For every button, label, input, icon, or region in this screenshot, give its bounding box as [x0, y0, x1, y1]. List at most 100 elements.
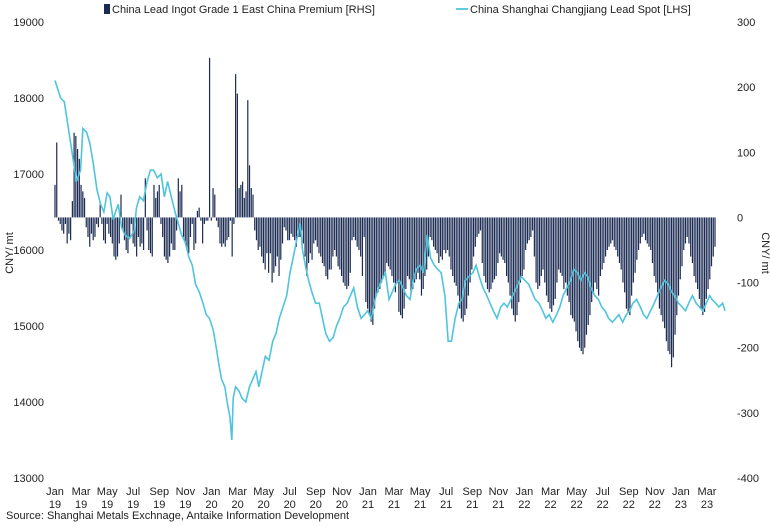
premium-bar — [443, 217, 445, 250]
premium-bar — [637, 217, 640, 250]
premium-bar — [375, 217, 377, 296]
premium-bar — [247, 100, 249, 218]
premium-bar — [396, 217, 398, 283]
premium-bar — [269, 217, 271, 254]
premium-bar — [697, 217, 699, 290]
premium-bar — [127, 217, 129, 254]
premium-bar — [149, 217, 152, 254]
premium-bar — [653, 217, 655, 277]
premium-bar — [142, 217, 145, 250]
premium-bar — [280, 217, 282, 260]
premium-bar — [66, 217, 68, 244]
premium-bar — [207, 217, 209, 221]
premium-bar — [231, 217, 233, 257]
x-tick-label: May — [253, 486, 274, 498]
premium-bar — [446, 217, 449, 250]
premium-bar — [109, 217, 112, 237]
premium-bar — [373, 217, 376, 309]
premium-bar — [228, 217, 230, 237]
x-tick-label: Mar — [385, 486, 404, 498]
premium-bar — [120, 194, 122, 218]
premium-bar — [660, 217, 662, 316]
premium-bar — [615, 217, 617, 250]
x-tick-label: 19 — [153, 499, 165, 510]
spot-price-line — [54, 80, 726, 441]
x-tick-label: 23 — [675, 499, 687, 510]
premium-bar — [54, 184, 56, 218]
premium-bar — [606, 217, 608, 250]
x-tick-label: May — [566, 486, 587, 498]
premium-bar — [532, 217, 534, 231]
premium-bar — [599, 217, 601, 277]
premium-bar — [113, 217, 115, 257]
premium-bar — [651, 217, 654, 264]
x-tick-label: Jan — [516, 486, 534, 498]
premium-bar — [393, 217, 395, 283]
premium-bar — [332, 217, 334, 257]
premium-bar — [342, 217, 344, 283]
premium-bar — [170, 217, 172, 244]
premium-bar — [483, 217, 485, 277]
premium-bar — [481, 217, 483, 264]
premium-bar — [705, 217, 707, 299]
premium-bar — [665, 217, 667, 342]
premium-bar — [321, 217, 324, 264]
premium-bar — [61, 217, 63, 231]
premium-bar — [175, 217, 178, 231]
premium-bar — [387, 217, 390, 267]
premium-bar — [712, 217, 714, 257]
premium-bar — [169, 217, 171, 257]
premium-bar — [518, 217, 520, 303]
premium-bar — [292, 217, 294, 237]
right-tick-label: -300 — [737, 408, 759, 420]
premium-bar — [382, 217, 384, 277]
premium-bar — [71, 201, 73, 218]
premium-bar — [542, 217, 544, 270]
premium-bar — [245, 191, 247, 218]
premium-bar — [377, 217, 379, 293]
premium-bar — [438, 217, 440, 264]
premium-bar — [363, 217, 365, 237]
premium-bar — [639, 217, 641, 244]
x-tick-label: Sep — [619, 486, 639, 498]
premium-bar — [575, 217, 577, 332]
premium-bar — [582, 217, 584, 355]
premium-bar — [486, 217, 489, 290]
premium-bar — [335, 217, 337, 257]
premium-bar — [89, 217, 91, 247]
left-tick-label: 13000 — [13, 473, 44, 485]
premium-bar — [240, 184, 242, 218]
premium-bar — [285, 217, 287, 231]
x-tick-label: 22 — [570, 499, 582, 510]
legend-swatch-premium — [104, 4, 110, 14]
premium-bar — [568, 217, 570, 303]
premium-bar — [380, 217, 383, 283]
premium-bar — [339, 217, 341, 270]
right-tick-label: 100 — [737, 147, 755, 159]
premium-bar — [485, 217, 487, 283]
premium-bar — [229, 217, 232, 221]
premium-bar — [318, 217, 320, 254]
premium-bar — [439, 217, 442, 257]
premium-bar — [148, 217, 150, 250]
premium-bar — [203, 217, 205, 224]
premium-bar — [455, 217, 457, 286]
x-tick-label: 22 — [649, 499, 661, 510]
premium-bar — [386, 217, 388, 264]
x-tick-label: May — [97, 486, 118, 498]
premium-bar — [540, 217, 542, 277]
premium-bar — [441, 217, 443, 260]
premium-bar — [255, 217, 258, 241]
premium-bar — [450, 217, 452, 270]
premium-bar — [688, 217, 690, 244]
premium-bar — [693, 217, 695, 277]
x-tick-label: Jan — [359, 486, 377, 498]
premium-bar — [565, 217, 567, 283]
premium-bar — [686, 217, 688, 237]
premium-bar — [215, 217, 218, 221]
right-tick-label: -200 — [737, 343, 759, 355]
premium-bar — [413, 217, 416, 283]
premium-bar — [301, 217, 303, 231]
premium-bar — [226, 217, 228, 241]
premium-bar — [504, 217, 506, 264]
